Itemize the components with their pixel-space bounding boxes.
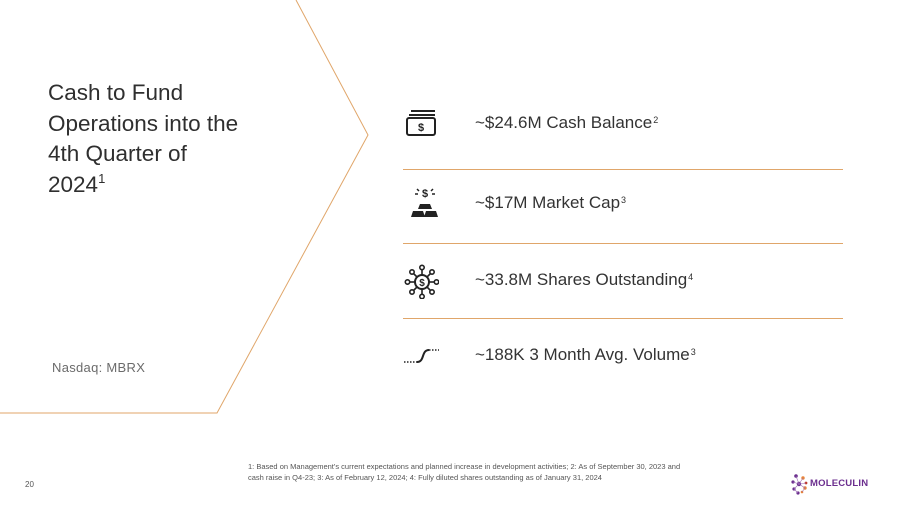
metric-avg-volume: ~188K 3 Month Avg. Volume3 (403, 338, 843, 378)
exchange-ticker-label: Nasdaq: MBRX (52, 360, 146, 375)
dollar-network-icon: $ (404, 264, 439, 299)
molecule-logo-icon (791, 474, 808, 495)
metric-label: ~$17M Market Cap3 (475, 193, 626, 213)
metric-footnote-ref: 3 (621, 195, 627, 205)
divider-line (403, 243, 843, 244)
metric-footnote-ref: 2 (653, 115, 659, 125)
divider-line (403, 169, 843, 170)
gold-bars-icon: $ (411, 188, 438, 217)
cash-icon: $ (406, 110, 436, 136)
company-logo: MOLECULIN (790, 472, 880, 496)
metric-cash-balance: $ ~$24.6M Cash Balance2 (403, 106, 843, 146)
metric-text: ~33.8M Shares Outstanding (475, 270, 688, 289)
metric-footnote-ref: 4 (688, 272, 694, 282)
metric-footnote-ref: 3 (690, 347, 696, 357)
trend-curve-icon (404, 349, 439, 363)
metric-text: ~188K 3 Month Avg. Volume (475, 345, 690, 364)
svg-text:$: $ (418, 122, 424, 134)
page-number: 20 (25, 480, 34, 489)
metric-label: ~188K 3 Month Avg. Volume3 (475, 345, 696, 365)
metric-label: ~$24.6M Cash Balance2 (475, 113, 658, 133)
metric-label: ~33.8M Shares Outstanding4 (475, 270, 693, 290)
page-title-text: Cash to Fund Operations into the 4th Qua… (48, 80, 239, 197)
metric-shares-outstanding: $ ~33.8M Shares Outstanding4 (403, 263, 843, 303)
page-title-footnote-ref: 1 (98, 170, 106, 186)
metric-market-cap: $ ~$17M Market Cap3 (403, 186, 843, 226)
divider-line (403, 318, 843, 319)
svg-text:$: $ (422, 188, 428, 200)
svg-text:$: $ (419, 278, 425, 289)
logo-wordmark: MOLECULIN (810, 478, 869, 489)
page-title: Cash to Fund Operations into the 4th Qua… (48, 78, 248, 200)
metric-text: ~$17M Market Cap (475, 193, 621, 212)
footnote-text: 1: Based on Management's current expecta… (248, 462, 681, 482)
metric-text: ~$24.6M Cash Balance (475, 113, 653, 132)
